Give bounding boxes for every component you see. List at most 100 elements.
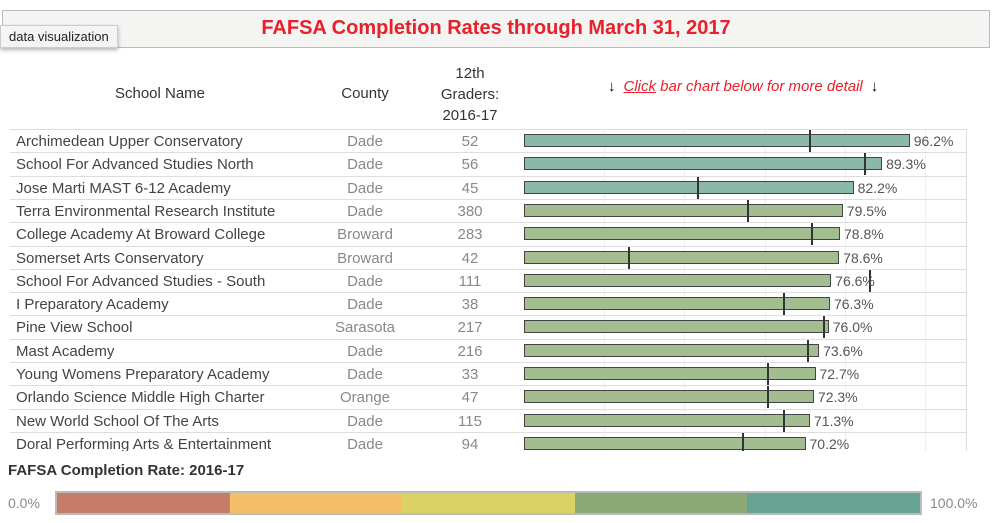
graders-count: 283 — [457, 226, 483, 244]
graders-count: 94 — [461, 435, 479, 451]
table-row[interactable]: Somerset Arts Conservatory Broward 42 78… — [10, 245, 966, 270]
arrow-down-icon: ↓ — [870, 78, 879, 95]
reference-marker — [766, 363, 769, 385]
reference-marker — [628, 246, 631, 269]
rate-bar[interactable] — [524, 436, 806, 450]
school-name: Terra Environmental Research Institute — [16, 202, 276, 220]
rate-bar[interactable] — [524, 413, 810, 427]
county: Dade — [347, 202, 383, 220]
table-row[interactable]: Orlando Science Middle High Charter Oran… — [10, 385, 966, 409]
table-row[interactable]: I Preparatory Academy Dade 38 76.3% — [10, 292, 966, 316]
graders-count: 115 — [458, 412, 482, 430]
rate-bar[interactable] — [524, 297, 830, 311]
gridline — [844, 129, 846, 451]
arrow-down-icon: ↓ — [608, 78, 616, 95]
school-name: School For Advanced Studies - South — [16, 272, 266, 290]
rate-label: 76.6% — [835, 272, 875, 289]
reference-marker — [741, 432, 744, 451]
rate-bar[interactable] — [524, 273, 832, 287]
county: Dade — [347, 435, 383, 451]
header-graders-line: Graders: — [440, 86, 500, 103]
rate-label: 96.2% — [913, 133, 954, 149]
legend-min-label: 0.0% — [8, 495, 40, 511]
legend-max-label: 100.0% — [930, 495, 978, 511]
table-row[interactable]: Terra Environmental Research Institute D… — [10, 198, 966, 223]
graders-count: 56 — [461, 156, 479, 174]
legend-swatch — [574, 493, 748, 513]
school-name: Doral Performing Arts & Entertainment — [16, 435, 272, 451]
county: Dade — [347, 296, 383, 314]
rate-bar[interactable] — [524, 367, 816, 380]
header-graders[interactable]: 12th Graders: 2016-17 — [425, 63, 515, 126]
rate-label: 78.8% — [843, 226, 884, 243]
rate-bar[interactable] — [524, 343, 820, 357]
header-school[interactable]: School Name — [114, 85, 206, 102]
reference-marker — [806, 339, 809, 362]
table-row[interactable]: College Academy At Broward College Browa… — [10, 222, 966, 246]
school-name: New World School Of The Arts — [16, 412, 219, 430]
rate-bar[interactable] — [524, 320, 829, 334]
graders-count: 216 — [457, 342, 483, 360]
county: Dade — [347, 272, 383, 290]
rate-bar[interactable] — [524, 227, 840, 241]
rate-bar[interactable] — [524, 390, 814, 404]
rate-bar[interactable] — [524, 203, 843, 217]
gridline — [604, 129, 606, 451]
graders-count: 38 — [461, 296, 479, 314]
graders-count: 33 — [461, 366, 479, 383]
rate-label: 76.0% — [832, 319, 873, 336]
rate-label: 71.3% — [813, 412, 854, 429]
hint-text: bar chart below for more detail — [656, 78, 863, 95]
school-name: College Academy At Broward College — [16, 226, 266, 244]
school-name: Archimedean Upper Conservatory — [16, 133, 243, 150]
table-row[interactable]: Doral Performing Arts & Entertainment Da… — [10, 431, 966, 451]
graders-count: 52 — [461, 133, 479, 150]
rate-bar[interactable] — [524, 157, 883, 171]
rate-label: 79.5% — [846, 202, 887, 219]
header-county[interactable]: County — [341, 85, 389, 102]
legend-swatch — [229, 493, 403, 513]
table-row[interactable]: Pine View School Sarasota 217 76.0% — [10, 315, 966, 339]
rate-bar[interactable] — [524, 250, 840, 264]
county: Sarasota — [334, 319, 396, 337]
rate-bar[interactable] — [524, 134, 910, 147]
page-title: FAFSA Completion Rates through March 31,… — [261, 17, 731, 39]
gridline — [684, 129, 686, 451]
graders-count: 42 — [461, 249, 479, 267]
reference-marker — [863, 153, 866, 176]
county: Dade — [347, 412, 383, 430]
table-row[interactable]: Mast Academy Dade 216 73.6% — [10, 338, 966, 363]
county: Dade — [347, 342, 383, 360]
table-row[interactable]: New World School Of The Arts Dade 115 71… — [10, 408, 966, 433]
click-hint: ↓ Click bar chart below for more detail ↓ — [600, 78, 886, 95]
reference-marker — [697, 176, 700, 199]
school-table: Archimedean Upper Conservatory Dade 52 9… — [10, 129, 967, 451]
gridline — [925, 129, 926, 451]
rate-label: 72.3% — [817, 389, 858, 406]
legend-swatch — [402, 493, 575, 513]
county: Dade — [347, 156, 383, 174]
county: Broward — [337, 226, 393, 244]
table-row[interactable]: Young Womens Preparatory Academy Dade 33… — [10, 362, 966, 386]
rate-bar[interactable] — [524, 180, 854, 194]
graders-count: 217 — [457, 319, 483, 337]
graders-count: 47 — [461, 389, 479, 407]
school-name: Orlando Science Middle High Charter — [16, 389, 265, 407]
reference-marker — [782, 409, 785, 432]
reference-marker — [822, 316, 825, 339]
hint-link: Click — [623, 78, 657, 95]
title-bar: FAFSA Completion Rates through March 31,… — [2, 10, 990, 48]
table-row[interactable]: Archimedean Upper Conservatory Dade 52 9… — [10, 129, 966, 153]
table-row[interactable]: Jose Marti MAST 6-12 Academy Dade 45 82.… — [10, 175, 966, 200]
county: Broward — [337, 249, 393, 267]
school-name: Jose Marti MAST 6-12 Academy — [16, 179, 231, 197]
school-name: Somerset Arts Conservatory — [16, 249, 204, 267]
table-row[interactable]: School For Advanced Studies - South Dade… — [10, 268, 966, 293]
school-name: School For Advanced Studies North — [16, 156, 254, 174]
table-row[interactable]: School For Advanced Studies North Dade 5… — [10, 152, 966, 176]
school-name: Mast Academy — [16, 342, 115, 360]
rate-label: 70.2% — [809, 435, 850, 451]
rate-label: 72.7% — [819, 366, 860, 382]
county: Dade — [347, 133, 383, 150]
legend-title: FAFSA Completion Rate: 2016-17 — [8, 462, 245, 479]
